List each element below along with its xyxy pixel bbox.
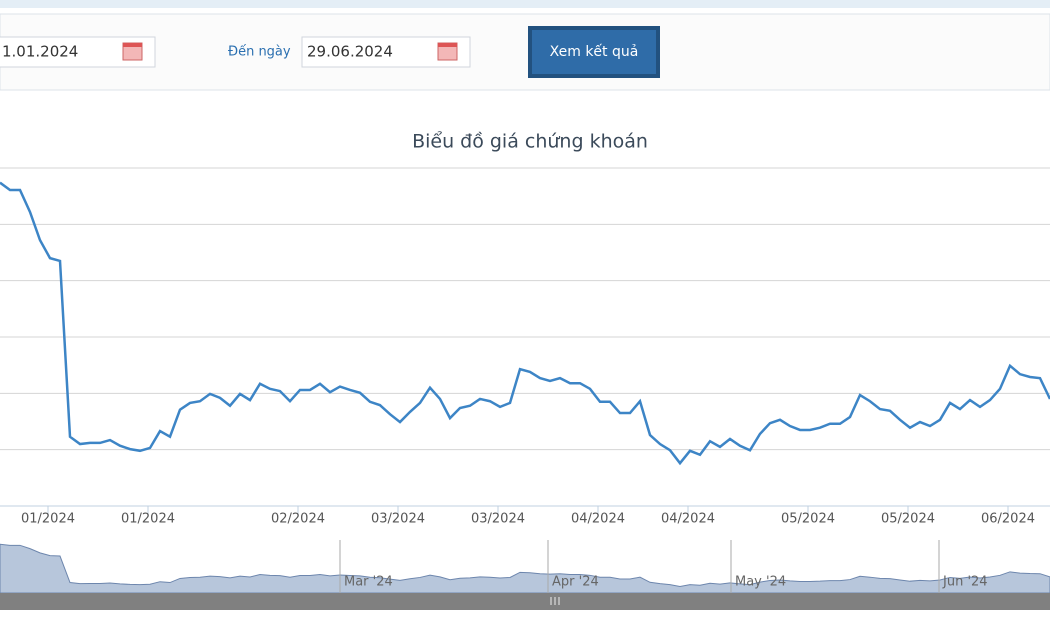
x-tick-label: 06/2024 — [981, 512, 1035, 527]
x-tick-label: 03/2024 — [471, 512, 525, 527]
top-strip — [0, 0, 1050, 8]
x-tick-label: 05/2024 — [881, 512, 935, 527]
x-tick-label: 01/2024 — [21, 512, 75, 527]
to-label: Đến ngày — [228, 45, 291, 60]
scroll-grip[interactable] — [550, 597, 560, 605]
from-date: 1.01.2024 — [2, 43, 78, 61]
submit-button[interactable] — [528, 26, 660, 78]
x-tick-label: 03/2024 — [371, 512, 425, 527]
button-label: Xem kết quả — [550, 43, 639, 60]
x-tick-label: 05/2024 — [781, 512, 835, 527]
x-tick-label: 01/2024 — [121, 512, 175, 527]
to-date: 29.06.2024 — [307, 43, 393, 61]
calendar-icon[interactable] — [122, 42, 143, 61]
x-tick-label: 04/2024 — [661, 512, 715, 527]
navigator-label: May '24 — [735, 575, 786, 590]
x-tick-label: 02/2024 — [271, 512, 325, 527]
navigator-area — [0, 543, 1050, 594]
form-bar — [0, 13, 1050, 91]
navigator-label: Mar '24 — [344, 575, 393, 590]
calendar-icon[interactable] — [437, 42, 458, 61]
navigator-label: Apr '24 — [552, 575, 599, 590]
price-line — [0, 181, 1050, 466]
x-tick-label: 04/2024 — [571, 512, 625, 527]
navigator-label: Jun '24 — [942, 575, 988, 590]
chart-title: Biểu đồ giá chứng khoán — [412, 131, 648, 153]
scrollbar[interactable] — [0, 593, 1050, 610]
